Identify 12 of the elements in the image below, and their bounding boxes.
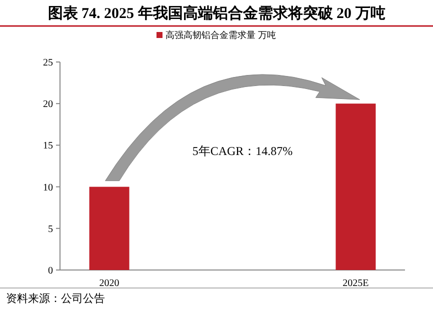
x-tick-label: 2020: [99, 278, 120, 289]
text: 资料来源：公司公告: [6, 292, 105, 305]
y-tick-label: 15: [43, 140, 53, 152]
y-tick-label: 0: [48, 266, 53, 276]
y-tick-label: 10: [43, 182, 53, 194]
y-tick-label: 20: [43, 99, 53, 110]
chart-title: 图表 74. 2025 年我国高端铝合金需求将突破 20 万吨: [48, 4, 386, 22]
annotation: 5年CAGR：14.87%: [192, 144, 293, 158]
legend-label: 高强高韧铝合金需求量 万吨: [166, 30, 276, 40]
x-tick-label: 2025E: [342, 278, 369, 289]
y-tick-label: 25: [43, 58, 53, 68]
y-tick-label: 5: [48, 224, 53, 235]
